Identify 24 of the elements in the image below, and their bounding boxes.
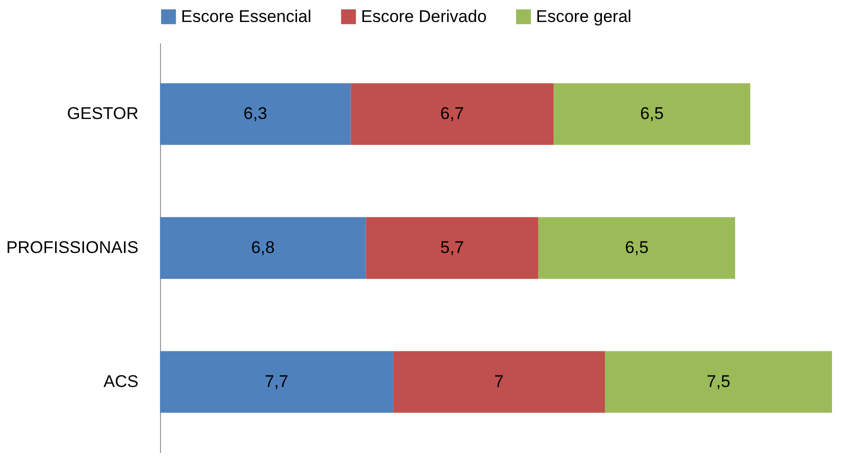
data-label: 6,3 <box>244 104 268 124</box>
bar <box>350 83 554 145</box>
data-label: 6,8 <box>251 238 275 257</box>
bar <box>160 217 366 279</box>
bar <box>554 83 750 145</box>
bar <box>538 217 736 279</box>
y-tick-label: ACS <box>104 372 138 391</box>
y-tick-label: GESTOR <box>67 104 138 124</box>
legend-label: Escore geral <box>536 6 632 26</box>
y-tick-label: PROFISSIONAIS <box>6 238 138 257</box>
data-label: 6,5 <box>624 238 649 257</box>
bar <box>366 217 538 279</box>
bar <box>604 351 832 413</box>
data-label: 5,7 <box>440 238 464 257</box>
data-label: 7,7 <box>264 372 288 391</box>
legend-label: Escore Derivado <box>361 6 487 26</box>
bar <box>160 83 351 145</box>
data-label: 6,7 <box>440 104 464 124</box>
legend-label: Escore Essencial <box>181 6 312 26</box>
data-label: 7 <box>494 372 504 391</box>
data-label: 7,5 <box>706 372 730 391</box>
bar <box>160 351 394 413</box>
data-label: 6,5 <box>640 104 664 124</box>
bar <box>393 351 605 413</box>
